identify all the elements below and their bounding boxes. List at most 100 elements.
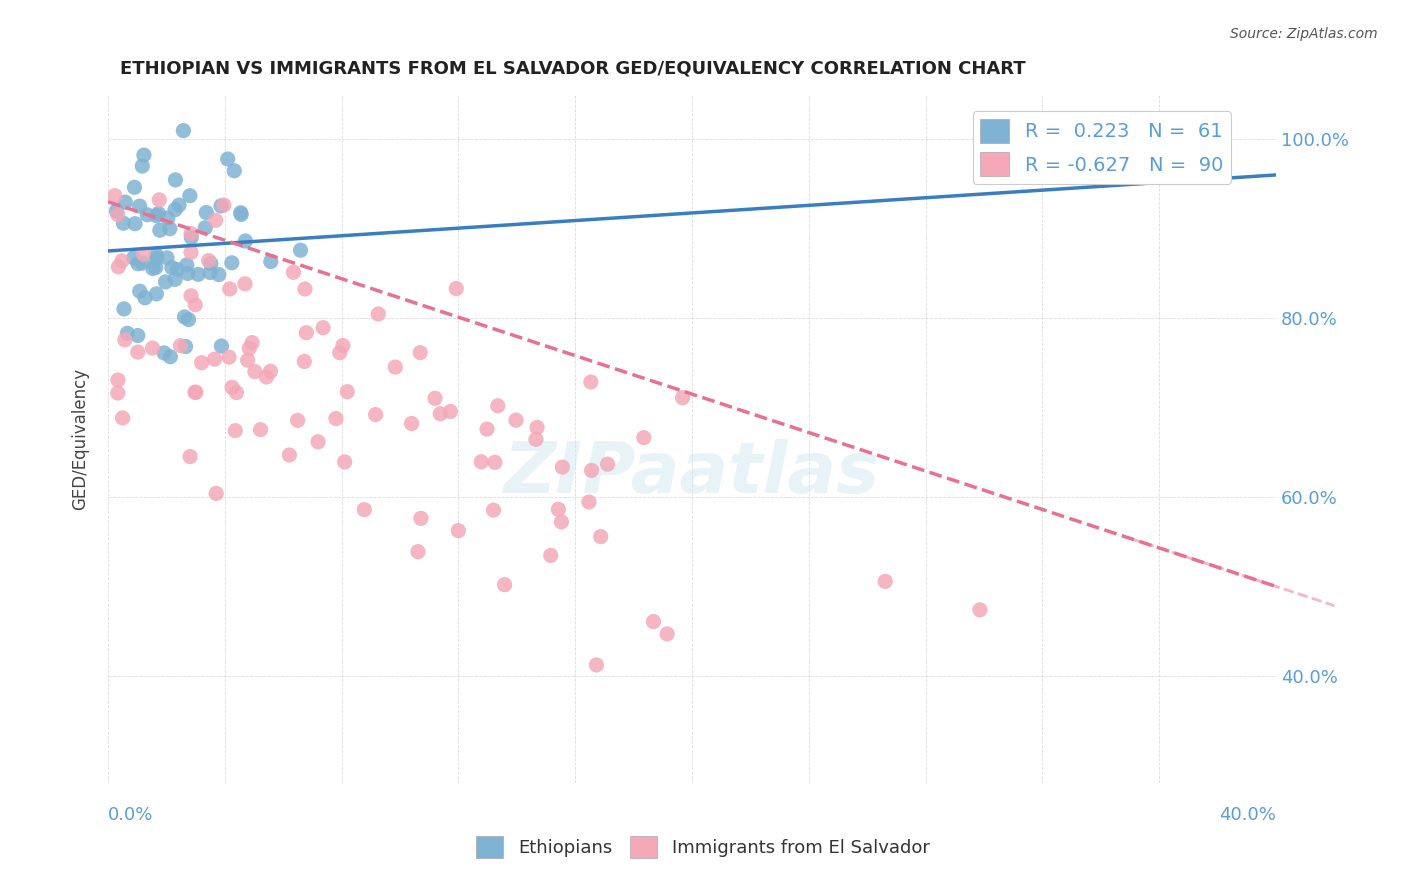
Point bbox=[312, 320, 335, 334]
Point bbox=[526, 420, 548, 434]
Point bbox=[167, 198, 190, 212]
Point bbox=[367, 307, 389, 321]
Point bbox=[204, 352, 226, 367]
Point bbox=[332, 338, 354, 352]
Point bbox=[283, 265, 305, 279]
Point bbox=[579, 375, 602, 389]
Point bbox=[444, 282, 467, 296]
Point bbox=[409, 345, 432, 359]
Point bbox=[292, 354, 315, 368]
Point bbox=[194, 220, 217, 235]
Point bbox=[148, 193, 170, 207]
Point bbox=[353, 502, 375, 516]
Point bbox=[633, 431, 655, 445]
Point bbox=[429, 407, 451, 421]
Point bbox=[221, 256, 243, 270]
Point bbox=[969, 603, 991, 617]
Point bbox=[172, 123, 194, 137]
Y-axis label: GED/Equivalency: GED/Equivalency bbox=[72, 368, 89, 510]
Point bbox=[190, 356, 212, 370]
Point bbox=[165, 202, 187, 217]
Point bbox=[333, 455, 356, 469]
Point bbox=[165, 272, 187, 286]
Point bbox=[145, 260, 167, 275]
Point bbox=[180, 227, 202, 241]
Point bbox=[159, 350, 181, 364]
Point bbox=[231, 207, 253, 221]
Point bbox=[238, 342, 260, 356]
Point bbox=[179, 450, 201, 464]
Text: ZIPaatlas: ZIPaatlas bbox=[503, 439, 880, 508]
Point bbox=[128, 285, 150, 299]
Point bbox=[482, 503, 505, 517]
Point bbox=[447, 524, 470, 538]
Point bbox=[197, 253, 219, 268]
Point bbox=[295, 326, 318, 340]
Point bbox=[180, 289, 202, 303]
Point bbox=[364, 408, 387, 422]
Point bbox=[287, 413, 309, 427]
Point bbox=[153, 346, 176, 360]
Point bbox=[550, 515, 572, 529]
Point bbox=[187, 268, 209, 282]
Point bbox=[114, 195, 136, 210]
Point bbox=[200, 256, 222, 270]
Point bbox=[596, 457, 619, 471]
Point bbox=[112, 301, 135, 316]
Point bbox=[212, 198, 235, 212]
Point bbox=[159, 221, 181, 235]
Point bbox=[169, 338, 191, 352]
Point bbox=[195, 205, 218, 219]
Point bbox=[249, 423, 271, 437]
Point bbox=[259, 364, 281, 378]
Point bbox=[176, 258, 198, 272]
Text: ETHIOPIAN VS IMMIGRANTS FROM EL SALVADOR GED/EQUIVALENCY CORRELATION CHART: ETHIOPIAN VS IMMIGRANTS FROM EL SALVADOR… bbox=[120, 60, 1025, 78]
Point bbox=[439, 404, 461, 418]
Point bbox=[117, 326, 139, 341]
Point bbox=[260, 254, 283, 268]
Point bbox=[278, 448, 301, 462]
Point bbox=[145, 209, 167, 223]
Point bbox=[131, 159, 153, 173]
Point bbox=[235, 234, 257, 248]
Point bbox=[132, 148, 155, 162]
Point bbox=[329, 345, 352, 359]
Point bbox=[179, 188, 201, 202]
Point bbox=[156, 211, 179, 225]
Point bbox=[578, 495, 600, 509]
Point bbox=[218, 350, 240, 364]
Point bbox=[173, 310, 195, 324]
Point bbox=[177, 312, 200, 326]
Point bbox=[585, 657, 607, 672]
Point bbox=[107, 373, 129, 387]
Point bbox=[217, 152, 239, 166]
Point bbox=[307, 434, 329, 449]
Point bbox=[236, 353, 259, 368]
Point bbox=[177, 267, 200, 281]
Point bbox=[165, 173, 187, 187]
Point bbox=[142, 341, 165, 355]
Point bbox=[184, 385, 207, 400]
Point bbox=[240, 335, 263, 350]
Point bbox=[105, 204, 128, 219]
Point bbox=[643, 615, 665, 629]
Point bbox=[107, 260, 129, 274]
Point bbox=[104, 188, 127, 202]
Point bbox=[180, 245, 202, 260]
Point bbox=[505, 413, 527, 427]
Point bbox=[336, 384, 359, 399]
Point bbox=[127, 257, 149, 271]
Point bbox=[204, 213, 226, 227]
Point bbox=[224, 424, 246, 438]
Point bbox=[198, 266, 221, 280]
Point bbox=[671, 391, 693, 405]
Point bbox=[484, 455, 506, 469]
Point bbox=[184, 298, 207, 312]
Point bbox=[423, 391, 446, 405]
Point bbox=[540, 549, 562, 563]
Point bbox=[384, 360, 406, 375]
Point bbox=[325, 411, 347, 425]
Point bbox=[475, 422, 498, 436]
Point bbox=[221, 380, 243, 394]
Point bbox=[401, 417, 423, 431]
